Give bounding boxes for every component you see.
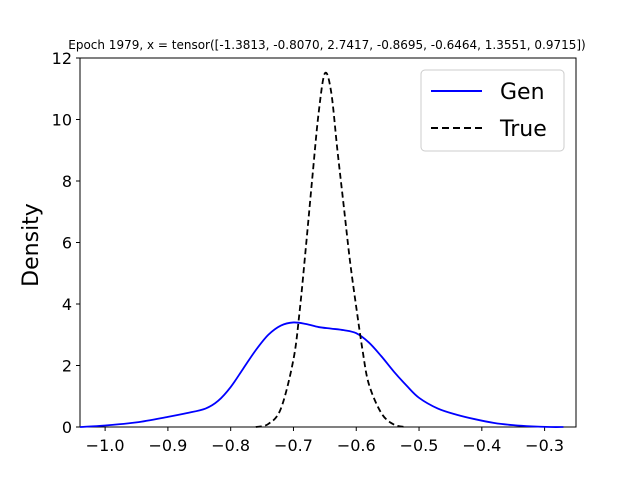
y-axis: 0 2 4 6 8 10 12	[52, 49, 80, 437]
series-layer	[79, 71, 564, 428]
x-tick-label: −0.7	[274, 436, 313, 455]
y-tick-label: 6	[62, 234, 72, 253]
y-tick-label: 10	[52, 111, 72, 130]
y-tick-label: 8	[62, 172, 72, 191]
series-line-gen	[79, 321, 564, 428]
series-line-true	[255, 71, 407, 428]
x-tick-label: −1.0	[86, 436, 125, 455]
y-tick-label: 4	[62, 295, 72, 314]
x-tick-label: −0.6	[337, 436, 376, 455]
legend-label-gen: Gen	[500, 80, 545, 105]
y-tick-label: 12	[52, 49, 72, 68]
chart-title: Epoch 1979, x = tensor([-1.3813, -0.8070…	[68, 38, 585, 52]
x-axis: −1.0 −0.9 −0.8 −0.7 −0.6 −0.5 −0.4 −0.3	[86, 427, 564, 455]
y-tick-label: 0	[62, 418, 72, 437]
x-tick-label: −0.8	[211, 436, 250, 455]
y-axis-label: Density	[19, 203, 44, 287]
legend-label-true: True	[499, 117, 547, 142]
x-tick-label: −0.3	[525, 436, 564, 455]
legend: Gen True	[420, 69, 565, 152]
x-tick-label: −0.5	[400, 436, 439, 455]
y-tick-label: 2	[62, 357, 72, 376]
x-tick-label: −0.4	[462, 436, 501, 455]
x-tick-label: −0.9	[148, 436, 187, 455]
